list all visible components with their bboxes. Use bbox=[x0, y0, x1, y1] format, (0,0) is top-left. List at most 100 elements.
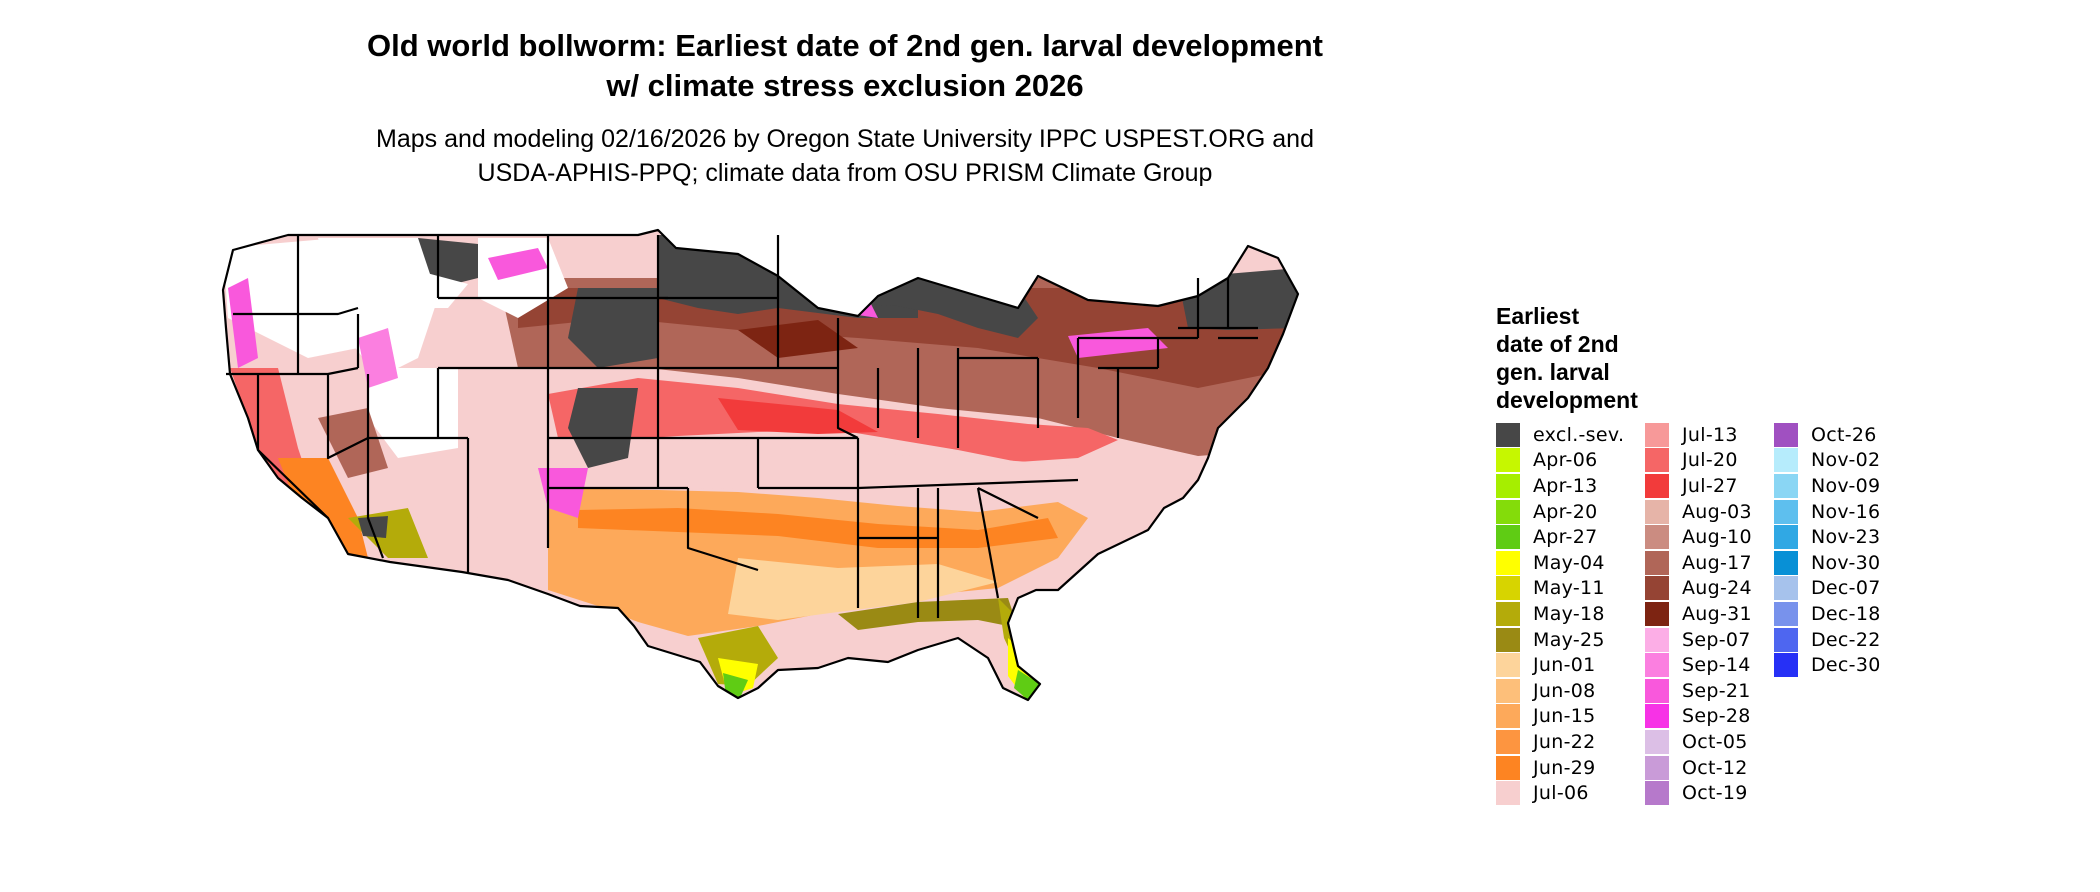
legend-swatch bbox=[1774, 525, 1798, 550]
legend-swatch bbox=[1774, 499, 1798, 524]
legend-label: Sep-21 bbox=[1682, 679, 1751, 702]
legend-item: Aug-17 bbox=[1645, 550, 1752, 576]
legend-swatch bbox=[1645, 755, 1669, 780]
legend-swatch bbox=[1496, 550, 1520, 575]
legend-label: Aug-17 bbox=[1682, 551, 1752, 574]
legend-item: Apr-27 bbox=[1496, 524, 1624, 550]
legend-swatch bbox=[1645, 550, 1669, 575]
legend-label: Jul-20 bbox=[1682, 449, 1738, 472]
legend-item: Aug-24 bbox=[1645, 576, 1752, 602]
legend-label: Jul-06 bbox=[1533, 782, 1589, 805]
legend-swatch bbox=[1496, 653, 1520, 678]
legend-label: Jun-15 bbox=[1533, 705, 1596, 728]
legend-label: Apr-20 bbox=[1533, 500, 1598, 523]
legend-swatch bbox=[1645, 448, 1669, 473]
legend-swatch bbox=[1496, 601, 1520, 626]
legend-label: Jun-29 bbox=[1533, 756, 1596, 779]
legend-label: Aug-10 bbox=[1682, 526, 1752, 549]
map-subtitle: Maps and modeling 02/16/2026 by Oregon S… bbox=[0, 122, 1690, 190]
map-title-line-2: w/ climate stress exclusion 2026 bbox=[606, 68, 1084, 103]
legend-label: Oct-19 bbox=[1682, 782, 1748, 805]
legend-item: Sep-14 bbox=[1645, 652, 1752, 678]
legend-item: Dec-07 bbox=[1774, 576, 1881, 602]
legend-swatch bbox=[1645, 473, 1669, 498]
legend-label: Sep-14 bbox=[1682, 654, 1751, 677]
legend-swatch bbox=[1496, 448, 1520, 473]
legend-swatch bbox=[1774, 601, 1798, 626]
legend-label: Apr-27 bbox=[1533, 526, 1598, 549]
legend-item: Sep-28 bbox=[1645, 704, 1752, 730]
legend-label: excl.-sev. bbox=[1533, 423, 1625, 446]
legend-item: Jun-01 bbox=[1496, 652, 1624, 678]
legend-label: Dec-07 bbox=[1811, 577, 1881, 600]
legend-label: Apr-13 bbox=[1533, 474, 1598, 497]
legend-label: Oct-05 bbox=[1682, 730, 1748, 753]
legend-item: Aug-31 bbox=[1645, 601, 1752, 627]
legend-item: May-18 bbox=[1496, 601, 1624, 627]
legend-item: May-04 bbox=[1496, 550, 1624, 576]
legend-swatch bbox=[1496, 627, 1520, 652]
legend-item: May-25 bbox=[1496, 627, 1624, 653]
legend-label: Aug-03 bbox=[1682, 500, 1752, 523]
legend-item: Aug-03 bbox=[1645, 499, 1752, 525]
legend-item: Nov-09 bbox=[1774, 473, 1881, 499]
legend-swatch bbox=[1496, 422, 1520, 447]
legend-swatch bbox=[1496, 525, 1520, 550]
legend-swatch bbox=[1774, 653, 1798, 678]
legend-label: Sep-07 bbox=[1682, 628, 1751, 651]
legend-swatch bbox=[1645, 678, 1669, 703]
legend-swatch bbox=[1645, 525, 1669, 550]
legend-swatch bbox=[1496, 499, 1520, 524]
legend-swatch bbox=[1645, 781, 1669, 806]
legend-label: Oct-12 bbox=[1682, 756, 1748, 779]
legend-item: Apr-13 bbox=[1496, 473, 1624, 499]
legend-label: Nov-30 bbox=[1811, 551, 1881, 574]
legend-item: Jun-08 bbox=[1496, 678, 1624, 704]
legend-swatch bbox=[1774, 448, 1798, 473]
legend-column-1: excl.-sev. Apr-06 Apr-13 Apr-20 Apr-27 May-04… bbox=[1496, 422, 1624, 806]
legend-title-line: date of 2nd bbox=[1496, 331, 1619, 357]
legend-label: Jul-13 bbox=[1682, 423, 1738, 446]
legend-label: Aug-31 bbox=[1682, 602, 1752, 625]
legend-item: Dec-30 bbox=[1774, 652, 1881, 678]
legend-swatch bbox=[1645, 704, 1669, 729]
legend-swatch bbox=[1774, 473, 1798, 498]
legend-item: Sep-07 bbox=[1645, 627, 1752, 653]
legend-label: Jun-22 bbox=[1533, 730, 1596, 753]
legend-swatch bbox=[1774, 550, 1798, 575]
legend-swatch bbox=[1645, 576, 1669, 601]
legend-swatch bbox=[1645, 422, 1669, 447]
legend-swatch bbox=[1496, 781, 1520, 806]
legend-item: May-11 bbox=[1496, 576, 1624, 602]
legend-item: Apr-06 bbox=[1496, 448, 1624, 474]
legend-label: Dec-30 bbox=[1811, 654, 1881, 677]
legend-swatch bbox=[1496, 576, 1520, 601]
legend-label: Nov-23 bbox=[1811, 526, 1881, 549]
legend-item: excl.-sev. bbox=[1496, 422, 1624, 448]
legend-swatch bbox=[1645, 627, 1669, 652]
legend-item: Nov-30 bbox=[1774, 550, 1881, 576]
legend-item: Jul-27 bbox=[1645, 473, 1752, 499]
legend-title-line: gen. larval bbox=[1496, 359, 1610, 385]
legend-title-line: development bbox=[1496, 387, 1638, 413]
legend-item: Sep-21 bbox=[1645, 678, 1752, 704]
legend-swatch bbox=[1774, 422, 1798, 447]
legend-swatch bbox=[1645, 601, 1669, 626]
legend-item: Oct-19 bbox=[1645, 780, 1752, 806]
legend-item: Nov-16 bbox=[1774, 499, 1881, 525]
legend-label: Jun-01 bbox=[1533, 654, 1596, 677]
map-title: Old world bollworm: Earliest date of 2nd… bbox=[0, 26, 1690, 106]
legend-item: Oct-05 bbox=[1645, 729, 1752, 755]
map-title-line-1: Old world bollworm: Earliest date of 2nd… bbox=[366, 28, 1323, 63]
legend-label: Oct-26 bbox=[1811, 423, 1877, 446]
legend-swatch bbox=[1774, 627, 1798, 652]
legend-item: Jun-15 bbox=[1496, 704, 1624, 730]
legend-label: Jun-08 bbox=[1533, 679, 1596, 702]
legend-label: May-25 bbox=[1533, 628, 1605, 651]
legend-label: Nov-02 bbox=[1811, 449, 1881, 472]
legend-item: Dec-18 bbox=[1774, 601, 1881, 627]
legend-swatch bbox=[1645, 499, 1669, 524]
legend-column-2: Jul-13 Jul-20 Jul-27 Aug-03 Aug-10 Aug-17 Aug-… bbox=[1645, 422, 1752, 806]
legend-label: Sep-28 bbox=[1682, 705, 1751, 728]
legend-item: Nov-23 bbox=[1774, 524, 1881, 550]
